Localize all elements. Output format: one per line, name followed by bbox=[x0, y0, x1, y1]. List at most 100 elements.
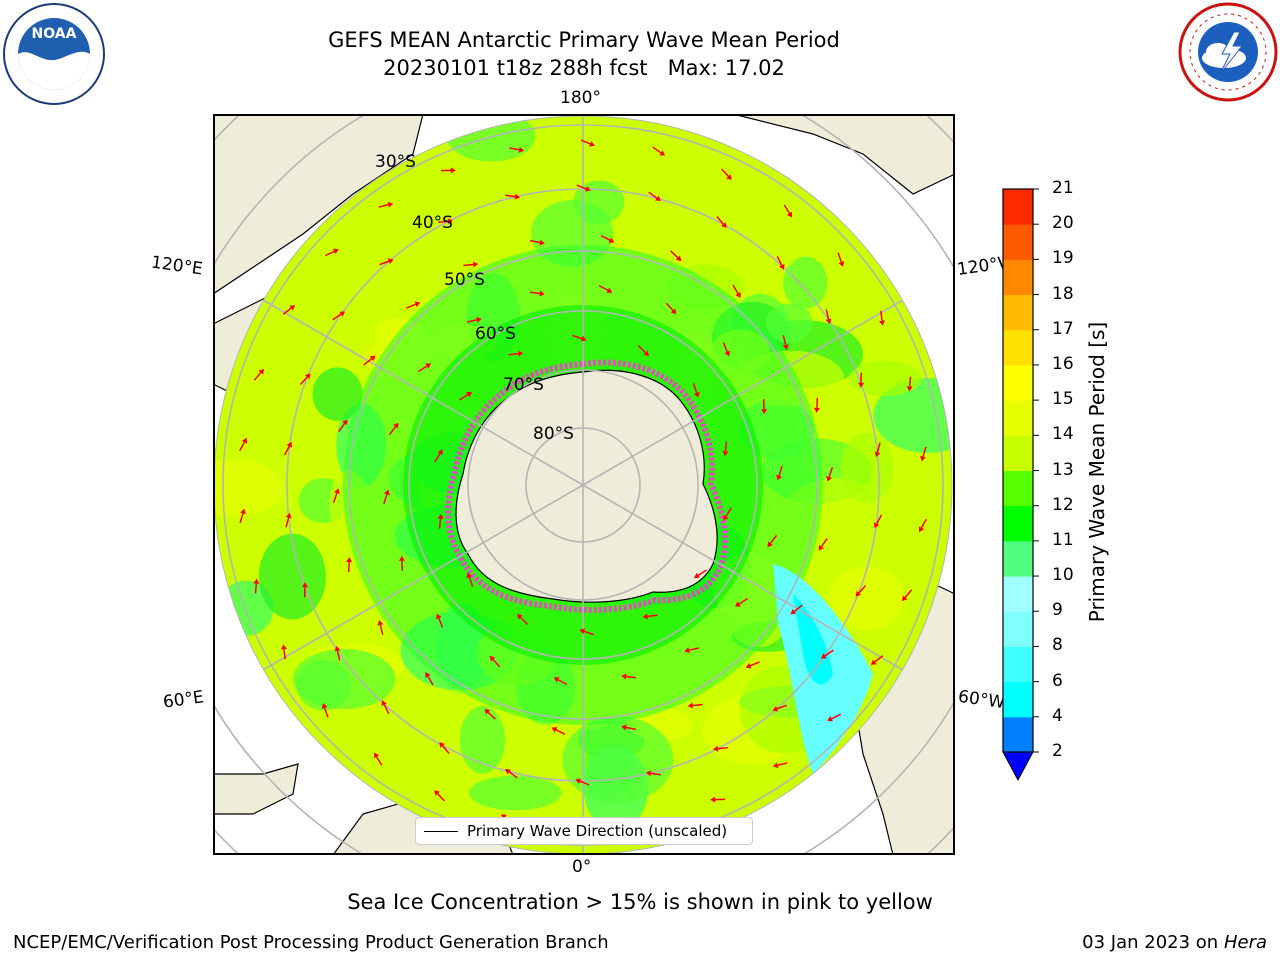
wave-arrow bbox=[519, 616, 529, 625]
wave-arrow bbox=[738, 597, 749, 605]
wave-arrow-head bbox=[518, 146, 525, 153]
wave-arrow bbox=[283, 445, 290, 456]
wave-arrow bbox=[283, 649, 286, 660]
wave-arrow bbox=[324, 250, 335, 257]
wave-arrow bbox=[904, 589, 913, 598]
wave-arrow-head bbox=[333, 248, 339, 255]
colorbar-label: Primary Wave Mean Period [s] bbox=[1085, 321, 1109, 623]
legend-label: Primary Wave Direction (unscaled) bbox=[467, 822, 728, 840]
wave-arrow bbox=[670, 250, 679, 259]
colorbar-tick-label: 2 bbox=[1052, 741, 1063, 761]
wave-arrow bbox=[750, 661, 760, 667]
lat-label-40s: 40°S bbox=[412, 213, 453, 233]
wave-arrow-head bbox=[518, 350, 524, 357]
wave-arrow-head bbox=[414, 301, 421, 308]
colorbar-tick-label: 17 bbox=[1052, 318, 1074, 339]
wave-arrow-head bbox=[772, 705, 779, 712]
wave-arrow-head bbox=[724, 350, 731, 357]
wave-arrow-head bbox=[827, 715, 833, 722]
lat-label-80s: 80°S bbox=[533, 424, 574, 444]
wave-arrow bbox=[463, 263, 474, 267]
wave-arrow-head bbox=[786, 211, 792, 218]
wave-arrow bbox=[254, 583, 258, 594]
colorbar-tick-label: 14 bbox=[1052, 424, 1074, 445]
wave-arrow-head bbox=[608, 237, 615, 243]
wave-arrow bbox=[579, 780, 590, 786]
wave-arrow bbox=[437, 793, 446, 802]
wave-arrow-head bbox=[466, 391, 473, 398]
wave-arrow bbox=[716, 216, 724, 225]
wave-arrow-head bbox=[790, 608, 797, 615]
wave-arrow-head bbox=[675, 255, 682, 262]
colorbar-band bbox=[1003, 716, 1033, 753]
wave-arrow bbox=[332, 313, 342, 321]
wave-arrow bbox=[282, 307, 292, 315]
wave-arrow-head bbox=[301, 582, 308, 588]
field-patch bbox=[562, 716, 674, 804]
wave-arrow-head bbox=[870, 659, 877, 665]
wave-arrow-head bbox=[776, 474, 782, 481]
wave-arrow-head bbox=[735, 292, 741, 298]
wave-arrow-head bbox=[589, 141, 595, 147]
wave-arrow-head bbox=[579, 628, 586, 635]
wave-arrow-head bbox=[670, 308, 677, 315]
wave-arrow bbox=[363, 358, 373, 366]
wave-arrow-head bbox=[387, 201, 394, 208]
wave-arrow bbox=[417, 365, 428, 373]
wave-arrow bbox=[379, 624, 384, 635]
colorbar-band bbox=[1003, 294, 1033, 331]
wave-arrow-head bbox=[721, 222, 727, 228]
wave-arrow-head bbox=[659, 150, 666, 156]
wave-arrow-head bbox=[321, 703, 328, 709]
colorbar-tick-label: 21 bbox=[1052, 178, 1074, 198]
wave-arrow-head bbox=[779, 263, 785, 270]
wave-arrow bbox=[725, 507, 732, 517]
wave-arrow bbox=[600, 234, 611, 241]
colorbar-tick-label: 13 bbox=[1052, 459, 1074, 480]
wave-arrow bbox=[876, 442, 881, 453]
wave-arrow bbox=[776, 704, 787, 710]
colorbar-tick-label: 9 bbox=[1052, 600, 1063, 621]
wave-arrow-head bbox=[393, 422, 399, 429]
sea-ice-caption: Sea Ice Concentration > 15% is shown in … bbox=[347, 890, 933, 914]
colorbar-tick-label: 18 bbox=[1052, 283, 1074, 304]
wave-arrow-head bbox=[253, 578, 260, 584]
map-frame bbox=[213, 114, 955, 855]
wave-arrow-head bbox=[693, 391, 700, 398]
wave-arrow bbox=[697, 569, 708, 577]
lon-label-60e: 60°E bbox=[161, 687, 206, 713]
wave-arrow bbox=[793, 604, 803, 612]
wave-arrow bbox=[487, 711, 496, 720]
wave-arrow-head bbox=[425, 672, 431, 678]
wave-arrow-head bbox=[655, 195, 661, 202]
wave-arrow bbox=[637, 345, 647, 354]
graticule bbox=[222, 116, 944, 854]
wave-arrow-head bbox=[286, 441, 292, 448]
wave-arrow-head bbox=[466, 572, 473, 579]
wave-arrow-head bbox=[580, 335, 587, 342]
wave-arrow bbox=[438, 220, 449, 224]
colorbar-tick-label: 4 bbox=[1052, 705, 1063, 726]
field-patch bbox=[718, 191, 805, 277]
colorbar bbox=[990, 180, 1100, 800]
svg-text:NOAA: NOAA bbox=[32, 26, 77, 42]
wave-arrow bbox=[529, 291, 540, 295]
wave-arrow bbox=[388, 426, 397, 436]
wave-arrow-head bbox=[901, 595, 908, 602]
wave-arrow-head bbox=[484, 708, 491, 715]
wave-arrow bbox=[831, 713, 842, 720]
wave-arrow-head bbox=[826, 475, 832, 482]
wave-arrow-head bbox=[723, 514, 729, 521]
wave-arrow-head bbox=[712, 745, 719, 752]
wave-arrow-head bbox=[280, 644, 287, 650]
wave-arrow bbox=[880, 310, 883, 321]
wave-arrow bbox=[375, 756, 383, 766]
wave-arrow bbox=[769, 534, 778, 544]
wave-arrow bbox=[379, 260, 390, 266]
colorbar-band bbox=[1003, 611, 1033, 647]
wave-arrow bbox=[720, 168, 729, 177]
wave-arrow-head bbox=[726, 174, 732, 180]
wave-arrow bbox=[572, 334, 583, 340]
colorbar-band bbox=[1003, 400, 1033, 436]
field-patch bbox=[765, 303, 813, 344]
